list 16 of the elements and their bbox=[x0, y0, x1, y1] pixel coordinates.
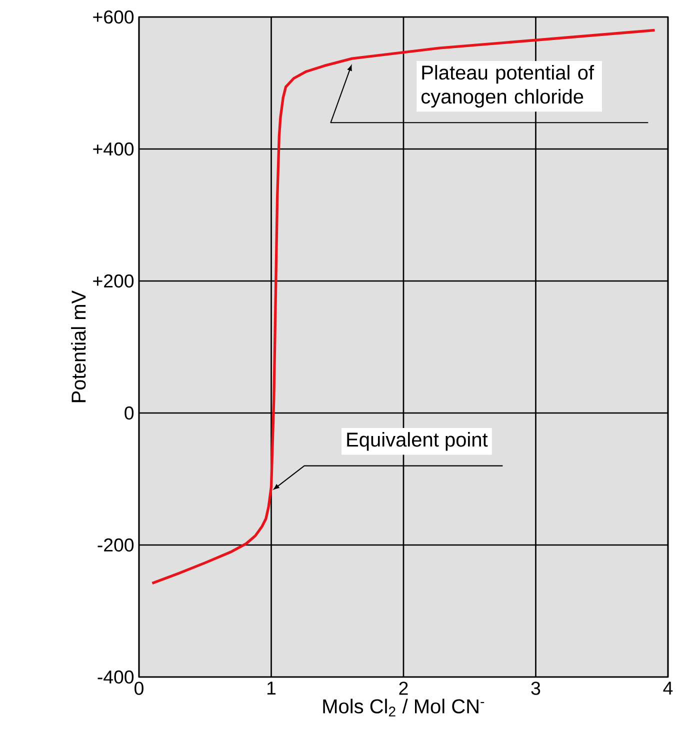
x-tick-label: 4 bbox=[663, 682, 673, 695]
y-tick-label: -400 bbox=[98, 670, 134, 684]
x-tick-label: 2 bbox=[399, 682, 408, 695]
y-tick-label: 0 bbox=[124, 406, 134, 420]
y-tick-label: +400 bbox=[93, 142, 134, 156]
x-tick-label: 1 bbox=[267, 682, 276, 695]
y-tick-label: +600 bbox=[93, 10, 134, 24]
annotation: Plateau potential of cyanogen chloride bbox=[421, 64, 594, 108]
x-axis-title: Mols Cl$_{2}$ / Mol CN$^{-}$ bbox=[323, 698, 484, 716]
y-axis-title: Potential mV bbox=[71, 290, 86, 402]
y-tick-label: +200 bbox=[93, 274, 134, 288]
line-series bbox=[150, 28, 656, 585]
x-tick-label: 0 bbox=[134, 682, 144, 695]
x-tick-label: 3 bbox=[531, 682, 540, 695]
y-tick-label: -200 bbox=[98, 538, 134, 552]
annotation: Equivalent point bbox=[347, 432, 488, 451]
